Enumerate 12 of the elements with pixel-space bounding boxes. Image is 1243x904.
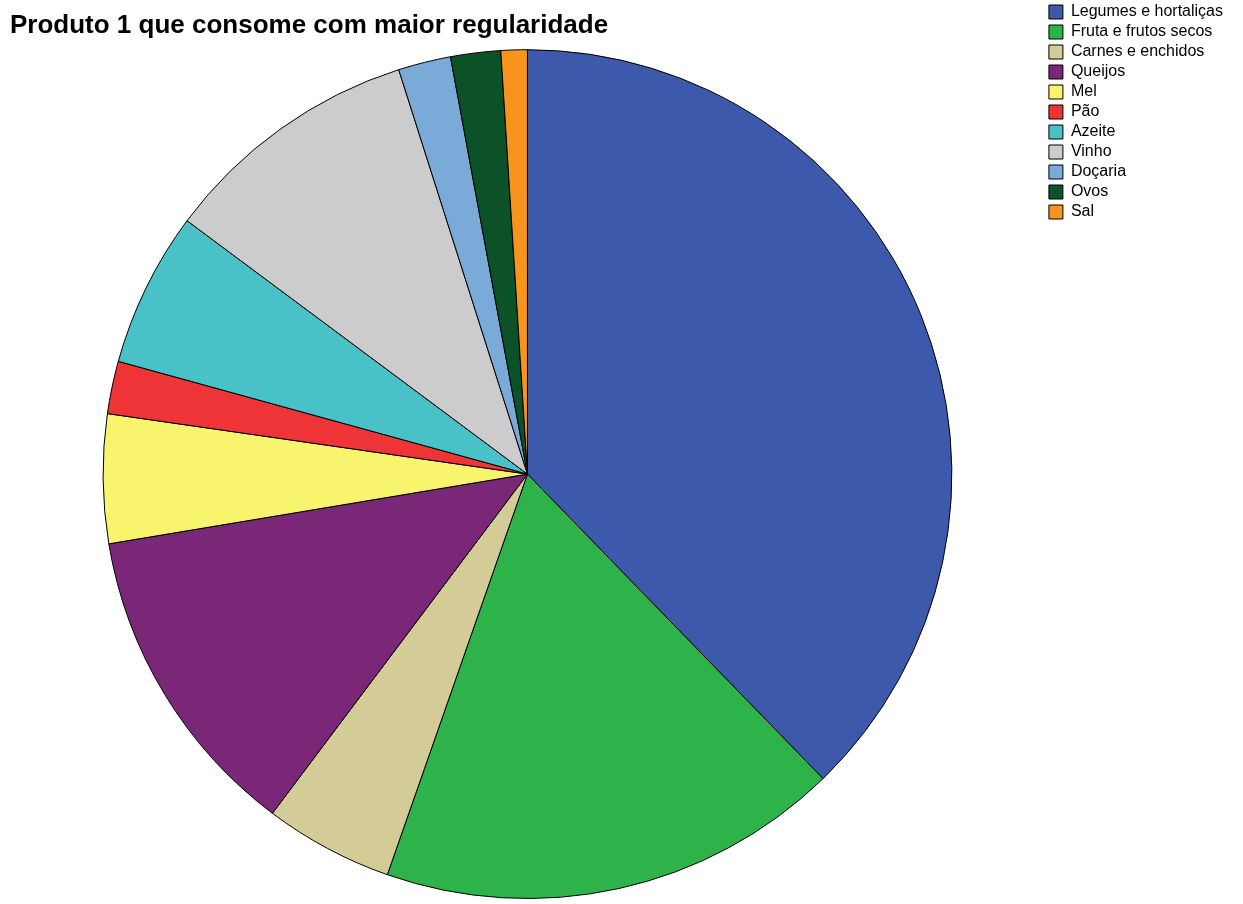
- legend-label: Mel: [1070, 82, 1097, 100]
- legend-label: Doçaria: [1070, 162, 1127, 180]
- legend-label: Ovos: [1070, 182, 1109, 200]
- legend-label: Fruta e frutos secos: [1070, 22, 1213, 40]
- legend-label: Legumes e hortaliças: [1070, 2, 1224, 20]
- legend-label: Sal: [1070, 202, 1095, 220]
- legend-label: Queijos: [1070, 62, 1126, 80]
- legend-label: Carnes e enchidos: [1070, 42, 1205, 60]
- legend-label: Azeite: [1070, 122, 1116, 140]
- legend-label: Vinho: [1070, 142, 1112, 160]
- legend-label: Pão: [1070, 102, 1100, 120]
- chart-title: Produto 1 que consome com maior regularidade: [10, 8, 609, 39]
